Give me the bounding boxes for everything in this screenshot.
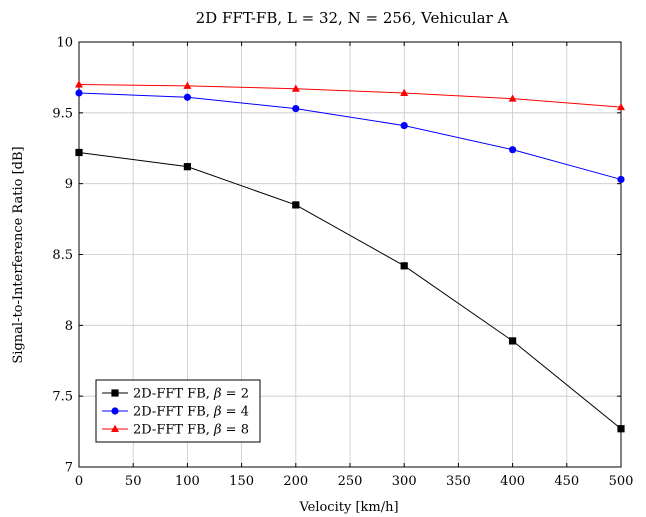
legend-swatch-marker-1 [111, 407, 119, 415]
legend-label-suffix-2: = 8 [222, 423, 249, 438]
x-tick-label-5: 250 [338, 474, 363, 489]
x-tick-label-4: 200 [283, 474, 308, 489]
legend-label-symbol-1: β [213, 405, 222, 420]
series-2-point-0 [75, 80, 83, 88]
x-tick-label-0: 0 [75, 474, 83, 489]
legend-entry-2: 2D-FFT FB, β = 8 [102, 423, 249, 438]
series-1-point-0 [75, 89, 83, 97]
series-0-point-0 [75, 148, 83, 157]
y-tick-label-6: 10 [56, 36, 73, 51]
series-0-point-1 [183, 163, 191, 171]
x-tick-label-8: 400 [500, 474, 525, 489]
series-0-point-4 [509, 337, 517, 345]
y-tick-label-5: 9.5 [52, 106, 73, 121]
x-tick-label-6: 300 [392, 474, 417, 489]
series-1-point-4 [508, 146, 517, 154]
legend-swatch-marker-2 [111, 424, 119, 432]
series-1-point-3 [400, 121, 408, 130]
legend-label-prefix-2: 2D-FFT FB, [133, 423, 214, 438]
series-1 [75, 89, 625, 184]
x-tick-label-3: 150 [229, 474, 254, 489]
legend-label-symbol-2: β [213, 423, 222, 438]
series-2-point-1 [183, 81, 192, 89]
x-tick-label-2: 100 [175, 474, 200, 489]
series-0 [75, 148, 625, 433]
legend-label-suffix-0: = 2 [222, 387, 249, 402]
series-1-point-5 [617, 175, 625, 184]
series-0-point-3 [400, 262, 408, 270]
y-axis-label: Signal-to-Interference Ratio [dB] [11, 146, 26, 363]
x-axis-ticks: 0 50 100 150 200 250 300 350 400 450 500 [75, 42, 634, 489]
series-layer [75, 80, 625, 433]
legend-label-suffix-1: = 4 [222, 405, 249, 420]
x-tick-label-7: 350 [446, 474, 471, 489]
legend-label-prefix-0: 2D-FFT FB, [133, 387, 214, 402]
x-tick-label-1: 50 [125, 474, 142, 489]
legend-swatch-marker-0 [111, 389, 119, 397]
y-axis-ticks: 7 7.5 8 8.5 9 9.5 10 [52, 36, 621, 476]
legend-entry-0: 2D-FFT FB, β = 2 [102, 387, 249, 402]
series-0-point-5 [617, 425, 625, 433]
series-1-point-2 [292, 104, 300, 113]
y-tick-label-2: 8 [65, 319, 73, 334]
legend-label-2: 2D-FFT FB, β = 8 [133, 423, 249, 438]
chart-title: 2D FFT-FB, L = 32, N = 256, Vehicular A [196, 9, 509, 27]
series-line-2 [78, 84, 622, 108]
series-2 [75, 80, 625, 111]
series-2-point-3 [400, 88, 409, 96]
legend: 2D-FFT FB, β = 22D-FFT FB, β = 42D-FFT F… [95, 379, 261, 443]
series-2-point-4 [508, 94, 517, 102]
series-1-point-1 [183, 93, 191, 101]
legend-label-1: 2D-FFT FB, β = 4 [133, 405, 249, 420]
x-tick-label-10: 500 [609, 474, 634, 489]
series-line-0 [78, 152, 622, 430]
legend-entry-1: 2D-FFT FB, β = 4 [102, 405, 249, 420]
legend-label-prefix-1: 2D-FFT FB, [133, 405, 214, 420]
x-tick-label-9: 450 [554, 474, 579, 489]
y-tick-label-1: 7.5 [52, 390, 73, 405]
legend-label-symbol-0: β [213, 387, 222, 402]
series-0-point-2 [292, 201, 300, 209]
y-tick-label-3: 8.5 [52, 248, 73, 263]
series-2-point-2 [291, 84, 300, 92]
series-2-point-5 [617, 102, 625, 111]
y-tick-label-0: 7 [65, 461, 73, 476]
x-axis-label: Velocity [km/h] [298, 500, 398, 515]
series-line-1 [78, 92, 622, 180]
legend-label-0: 2D-FFT FB, β = 2 [133, 387, 249, 402]
y-tick-label-4: 9 [65, 177, 73, 192]
